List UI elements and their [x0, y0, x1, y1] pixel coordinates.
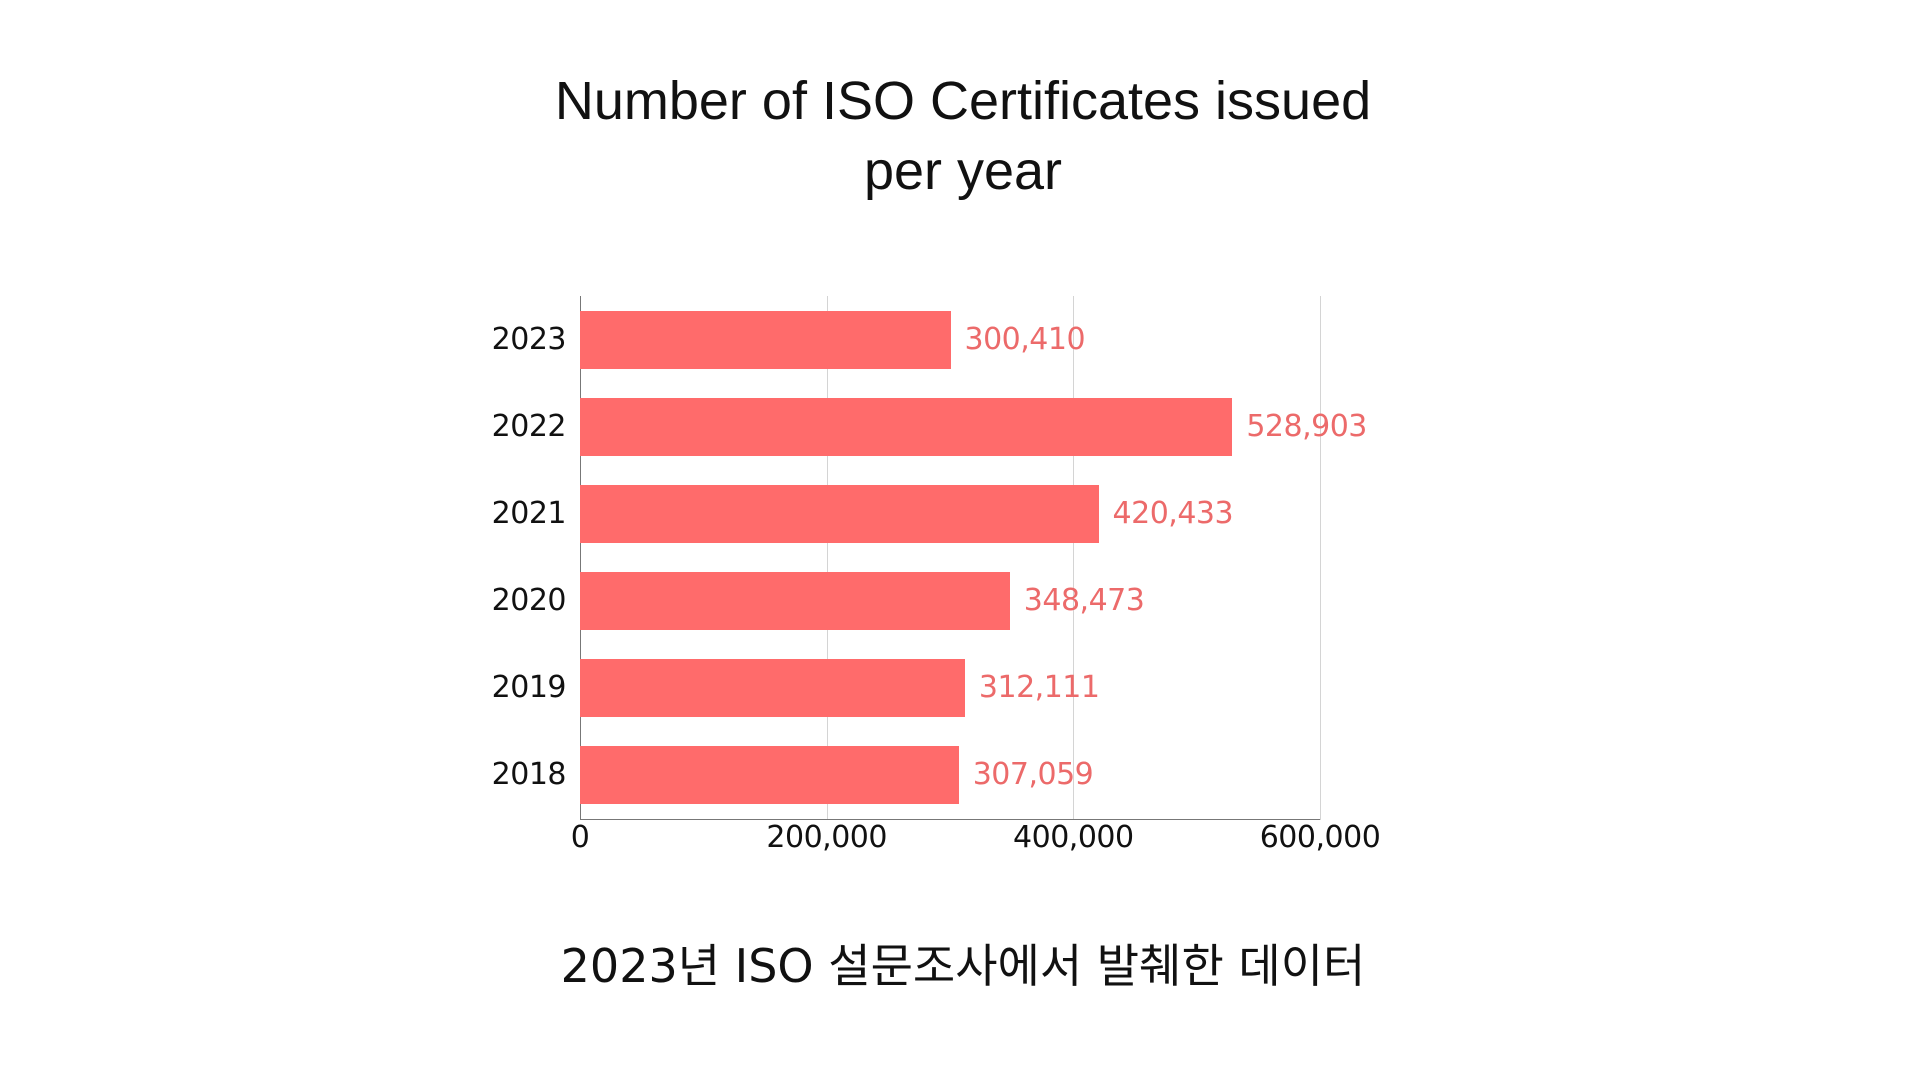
category-label-2018: 2018: [491, 757, 567, 792]
bar-2023: [580, 311, 951, 369]
category-label-2020: 2020: [491, 583, 567, 618]
gridline-400000: [1073, 296, 1075, 820]
x-tick-label-600000: 600,000: [1259, 820, 1381, 855]
value-label-2022: 528,903: [1246, 409, 1367, 444]
value-label-2023: 300,410: [964, 322, 1086, 357]
x-tick-label-400000: 400,000: [1013, 820, 1134, 855]
category-label-2023: 2023: [491, 322, 567, 357]
value-label-2021: 420,433: [1112, 496, 1234, 531]
plot-area: 300,410 528,903 420,433 348,473 312,111 …: [580, 296, 1367, 820]
value-label-2018: 307,059: [972, 757, 1094, 792]
bar-2021: [580, 485, 1099, 543]
gridline-600000: [1320, 296, 1321, 820]
x-tick-label-0: 0: [570, 820, 590, 855]
chart-title: Number of ISO Certificates issued per ye…: [0, 66, 1920, 206]
chart-title-line1: Number of ISO Certificates issued: [554, 71, 1372, 131]
bar-2022: [580, 398, 1233, 456]
gridline-200000: [826, 296, 828, 820]
chart-caption: 2023년 ISO 설문조사에서 발췌한 데이터: [560, 939, 1366, 993]
category-label-2021: 2021: [491, 496, 567, 531]
bar-2018: [580, 746, 959, 804]
category-label-2022: 2022: [491, 409, 567, 444]
chart-title-line2: per year: [863, 141, 1063, 201]
y-axis-line: [580, 296, 581, 820]
category-label-2019: 2019: [491, 670, 567, 705]
x-tick-label-200000: 200,000: [766, 820, 887, 855]
value-label-2020: 348,473: [1023, 583, 1145, 618]
bar-2019: [580, 659, 965, 717]
x-axis-line: [580, 819, 1320, 820]
value-label-2019: 312,111: [978, 670, 1100, 705]
bar-2020: [580, 572, 1010, 630]
